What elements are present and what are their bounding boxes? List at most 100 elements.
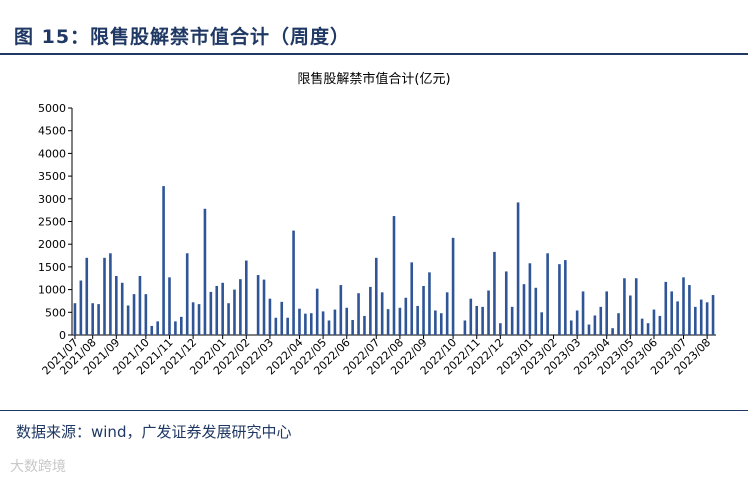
y-tick-label: 3000 (38, 193, 66, 206)
bar (445, 292, 449, 335)
bar (546, 253, 549, 335)
bar (428, 272, 431, 335)
bar (629, 295, 632, 335)
bar (339, 285, 343, 335)
bar (239, 279, 242, 335)
bar (611, 328, 614, 335)
bar (304, 313, 307, 335)
bar (357, 293, 360, 335)
bar (109, 253, 112, 335)
bar (463, 320, 467, 335)
bar (280, 301, 284, 335)
bar (227, 303, 230, 335)
bar (256, 275, 260, 335)
bar (97, 304, 100, 335)
bar (221, 282, 224, 335)
bar (469, 298, 473, 335)
bar (587, 324, 591, 335)
bar (321, 311, 325, 335)
bar (593, 315, 597, 335)
y-tick-label: 500 (45, 306, 66, 319)
bar (392, 216, 396, 335)
bar (688, 285, 691, 335)
bar (115, 275, 118, 335)
y-tick-label: 3500 (38, 170, 66, 183)
bar (215, 285, 219, 335)
bar (380, 292, 384, 335)
bar (540, 312, 544, 335)
bar (564, 260, 567, 335)
y-tick-label: 1500 (38, 261, 66, 274)
bar (398, 307, 402, 335)
bar (369, 286, 372, 335)
y-tick-label: 2500 (38, 216, 66, 229)
y-tick-label: 5000 (38, 102, 66, 115)
bar (528, 263, 532, 335)
bar (268, 298, 272, 335)
bar (85, 257, 89, 335)
header-rule (0, 53, 748, 55)
bar (634, 278, 638, 335)
bar (298, 308, 301, 335)
y-tick-label: 1000 (38, 284, 66, 297)
bar (670, 291, 673, 335)
bar (126, 305, 130, 335)
bar (286, 317, 289, 335)
bar (144, 294, 148, 335)
bar (510, 306, 514, 335)
bar (351, 320, 354, 335)
bar (652, 309, 656, 335)
bar (499, 323, 502, 335)
bar (493, 251, 496, 335)
bar (694, 306, 697, 335)
y-tick-label: 4500 (38, 125, 66, 138)
bar (262, 279, 266, 335)
bar (705, 302, 709, 335)
bar (682, 277, 685, 335)
bar (581, 291, 585, 335)
bar (345, 307, 349, 335)
bar (422, 285, 425, 335)
chart-title: 限售股解禁市值合计(亿元) (297, 71, 450, 87)
bar (711, 295, 715, 335)
bar (504, 271, 508, 335)
bar (522, 284, 526, 335)
bar (274, 317, 278, 335)
bar (516, 202, 520, 335)
watermark: 大数跨境 (10, 459, 66, 475)
bar (363, 315, 366, 335)
bar (623, 278, 626, 335)
bar (481, 306, 484, 335)
bar (73, 303, 77, 335)
bar (404, 297, 408, 335)
bar (374, 257, 378, 335)
bar (617, 313, 620, 335)
bar (451, 237, 455, 335)
y-tick-label: 2000 (38, 238, 66, 251)
bar (434, 310, 437, 335)
bar (180, 316, 183, 335)
bar (103, 257, 106, 335)
bar (640, 318, 644, 335)
bar (699, 299, 703, 335)
bar (174, 321, 177, 335)
bar (185, 253, 189, 335)
bar (309, 313, 313, 335)
bar (410, 262, 414, 335)
bar (475, 305, 479, 335)
bar (416, 305, 419, 335)
bar (664, 281, 668, 335)
bar (156, 321, 159, 335)
bar (569, 320, 573, 335)
bar (333, 309, 337, 335)
bar (646, 323, 650, 335)
bar (138, 275, 142, 335)
bar (91, 303, 94, 335)
bar (162, 186, 165, 335)
bar (233, 289, 236, 335)
bar (79, 280, 83, 335)
bar (575, 310, 579, 335)
bar (120, 282, 124, 335)
bar (209, 291, 213, 335)
